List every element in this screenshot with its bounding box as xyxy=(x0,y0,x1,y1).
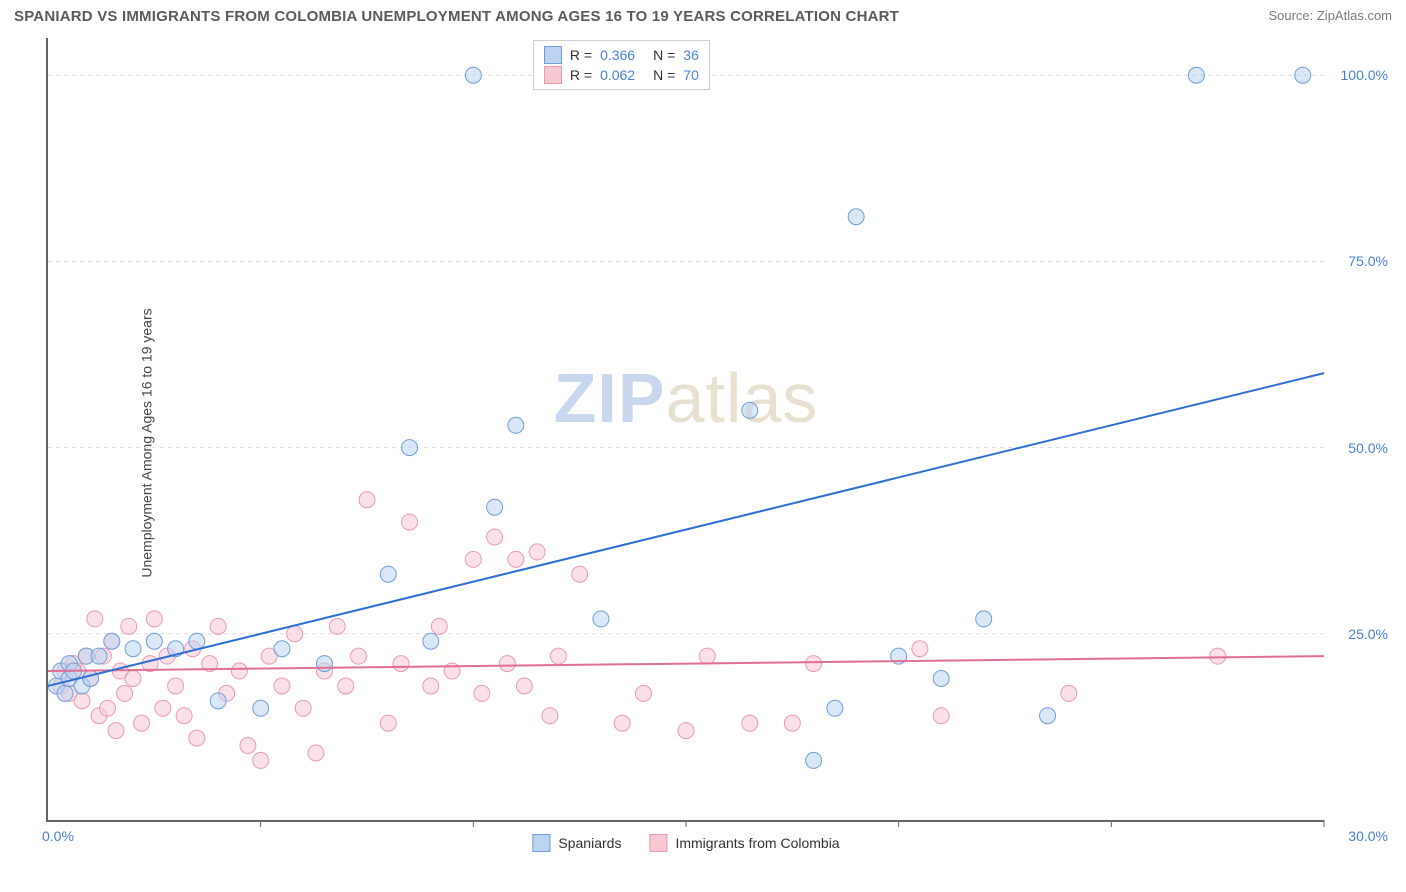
n-label: N = xyxy=(653,47,675,63)
legend-label-pink: Immigrants from Colombia xyxy=(675,835,839,851)
r-value-blue: 0.366 xyxy=(600,47,635,63)
title-bar: SPANIARD VS IMMIGRANTS FROM COLOMBIA UNE… xyxy=(0,0,1406,36)
swatch-blue xyxy=(544,46,562,64)
swatch-blue xyxy=(532,834,550,852)
source-attribution: Source: ZipAtlas.com xyxy=(1268,8,1392,23)
r-label: R = xyxy=(570,67,592,83)
swatch-pink xyxy=(544,66,562,84)
r-label: R = xyxy=(570,47,592,63)
swatch-pink xyxy=(649,834,667,852)
n-value-blue: 36 xyxy=(683,47,699,63)
y-tick-label: 25.0% xyxy=(1348,626,1388,642)
x-tick-max: 30.0% xyxy=(1348,828,1388,844)
correlation-legend: R = 0.366 N = 36 R = 0.062 N = 70 xyxy=(533,40,710,90)
plot-svg xyxy=(48,38,1324,820)
y-tick-label: 50.0% xyxy=(1348,440,1388,456)
x-tick-min: 0.0% xyxy=(42,828,74,844)
chart-title: SPANIARD VS IMMIGRANTS FROM COLOMBIA UNE… xyxy=(14,8,899,25)
legend-item-blue: Spaniards xyxy=(532,834,621,852)
series-legend: Spaniards Immigrants from Colombia xyxy=(532,834,839,852)
n-label: N = xyxy=(653,67,675,83)
n-value-pink: 70 xyxy=(683,67,699,83)
correlation-row-pink: R = 0.062 N = 70 xyxy=(544,65,699,85)
y-tick-label: 100.0% xyxy=(1341,67,1388,83)
correlation-row-blue: R = 0.366 N = 36 xyxy=(544,45,699,65)
r-value-pink: 0.062 xyxy=(600,67,635,83)
legend-item-pink: Immigrants from Colombia xyxy=(649,834,839,852)
y-tick-label: 75.0% xyxy=(1348,253,1388,269)
plot-area: Unemployment Among Ages 16 to 19 years Z… xyxy=(46,38,1394,848)
plot-canvas: ZIPatlas R = 0.366 N = 36 R = 0.062 N = … xyxy=(46,38,1324,822)
legend-label-blue: Spaniards xyxy=(558,835,621,851)
